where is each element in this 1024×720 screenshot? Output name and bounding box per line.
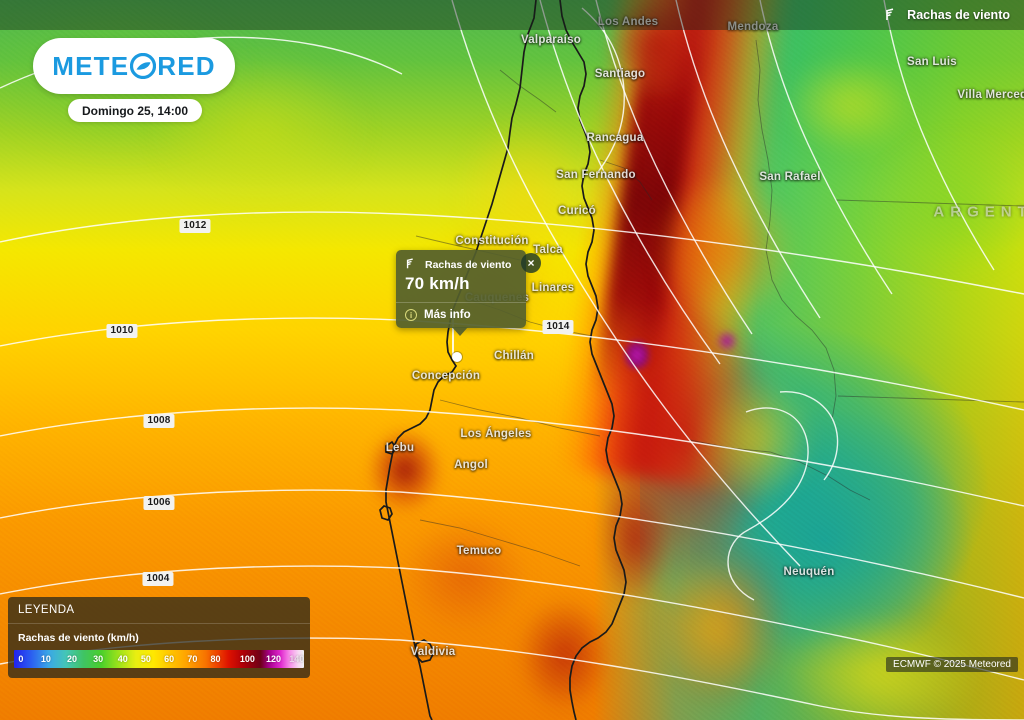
city-label: Mendoza bbox=[727, 21, 779, 33]
legend-tick-label: 120 bbox=[266, 654, 282, 664]
brand-o-icon bbox=[130, 52, 157, 80]
legend-tick-label: 20 bbox=[66, 654, 78, 664]
legend-tick-label: 140 bbox=[289, 654, 304, 664]
city-label: Valparaíso bbox=[520, 34, 582, 46]
isobar-value-label: 1008 bbox=[143, 414, 175, 428]
city-label: San Luis bbox=[907, 56, 957, 68]
city-label: Linares bbox=[531, 282, 575, 294]
popup-variable-label: Rachas de viento bbox=[425, 258, 512, 271]
selected-point-marker[interactable] bbox=[452, 352, 462, 362]
city-label: Neuquén bbox=[783, 566, 835, 578]
legend-title: LEYENDA bbox=[8, 597, 310, 624]
legend-ramp-gradient bbox=[14, 650, 304, 668]
legend-ramp-wrapper: 0 10 20 30 40 50 60 70 80 100 120 140 bbox=[8, 650, 310, 668]
legend-panel: LEYENDA Rachas de viento (km/h) 0 10 20 30 4… bbox=[8, 597, 310, 678]
isobar-value-label: 1006 bbox=[143, 496, 175, 510]
city-label: Temuco bbox=[456, 545, 502, 557]
isobar-value-label: 1012 bbox=[179, 219, 211, 233]
legend-tick-label: 10 bbox=[40, 654, 51, 664]
city-label: Los Andes bbox=[597, 16, 659, 28]
active-layer-label: Rachas de viento bbox=[907, 8, 1010, 22]
legend-tick-label: 60 bbox=[164, 654, 175, 664]
brand-text-left: METE bbox=[52, 51, 130, 81]
popup-variable-row: Rachas de viento bbox=[405, 258, 517, 272]
city-label: Concepción bbox=[411, 370, 481, 382]
meteored-logo[interactable]: METE RED bbox=[33, 38, 235, 94]
meteored-wordmark: METE RED bbox=[52, 51, 216, 81]
isobar-value-label: 1014 bbox=[542, 320, 574, 334]
wind-barb-icon bbox=[405, 258, 419, 272]
map-attribution-text: ECMWF © 2025 Meteored bbox=[893, 659, 1011, 670]
city-label: San Rafael bbox=[759, 171, 821, 183]
map-attribution: ECMWF © 2025 Meteored bbox=[886, 657, 1018, 672]
isobar-value-label: 1004 bbox=[142, 572, 174, 586]
top-header-band bbox=[0, 0, 1024, 30]
city-label: Curicó bbox=[558, 205, 596, 217]
legend-tick-label: 100 bbox=[239, 654, 255, 664]
city-label: Talca bbox=[533, 244, 563, 256]
forecast-timestamp-label: Domingo 25, 14:00 bbox=[82, 103, 189, 118]
legend-tick-label: 50 bbox=[140, 654, 151, 664]
city-label: Villa Mercedes bbox=[957, 89, 1024, 101]
legend-color-ramp: 0 10 20 30 40 50 60 70 80 100 120 140 bbox=[14, 650, 304, 668]
city-label: Valdivia bbox=[410, 646, 456, 658]
city-label: Chillán bbox=[493, 350, 535, 362]
popup-divider bbox=[396, 302, 526, 303]
legend-tick-label: 70 bbox=[187, 654, 198, 664]
city-label: Angol bbox=[454, 459, 488, 471]
popup-more-info-button[interactable]: i Más info bbox=[396, 303, 526, 328]
popup-header: Rachas de viento 70 km/h bbox=[396, 250, 526, 302]
city-label: Lebu bbox=[385, 442, 415, 454]
active-layer-title[interactable]: Rachas de viento bbox=[874, 0, 1024, 30]
city-label: Los Ángeles bbox=[460, 428, 532, 440]
isobar-value-label: 1010 bbox=[106, 324, 138, 338]
legend-tick-label: 0 bbox=[18, 654, 24, 664]
wind-barb-icon bbox=[884, 8, 898, 22]
country-label: ARGENTINA bbox=[933, 203, 1024, 221]
brand-text-right: RED bbox=[157, 51, 216, 81]
popup-more-info-label: Más info bbox=[424, 309, 471, 321]
close-icon: × bbox=[527, 256, 535, 270]
city-label: San Fernando bbox=[556, 169, 636, 181]
legend-tick-label: 40 bbox=[117, 654, 128, 664]
city-label: Rancagua bbox=[586, 132, 644, 144]
info-circle-icon: i bbox=[405, 309, 417, 321]
popup-close-button[interactable]: × bbox=[521, 253, 541, 273]
legend-tick-label: 30 bbox=[93, 654, 104, 664]
legend-tick-label: 80 bbox=[210, 654, 221, 664]
popup-pointer-tail bbox=[452, 327, 468, 336]
city-label: Constitución bbox=[455, 235, 529, 247]
city-label: Santiago bbox=[594, 68, 646, 80]
legend-subtitle: Rachas de viento (km/h) bbox=[18, 632, 139, 644]
point-forecast-popup[interactable]: Rachas de viento 70 km/h i Más info bbox=[396, 250, 526, 336]
forecast-timestamp[interactable]: Domingo 25, 14:00 bbox=[68, 99, 203, 122]
popup-value: 70 km/h bbox=[405, 274, 470, 293]
